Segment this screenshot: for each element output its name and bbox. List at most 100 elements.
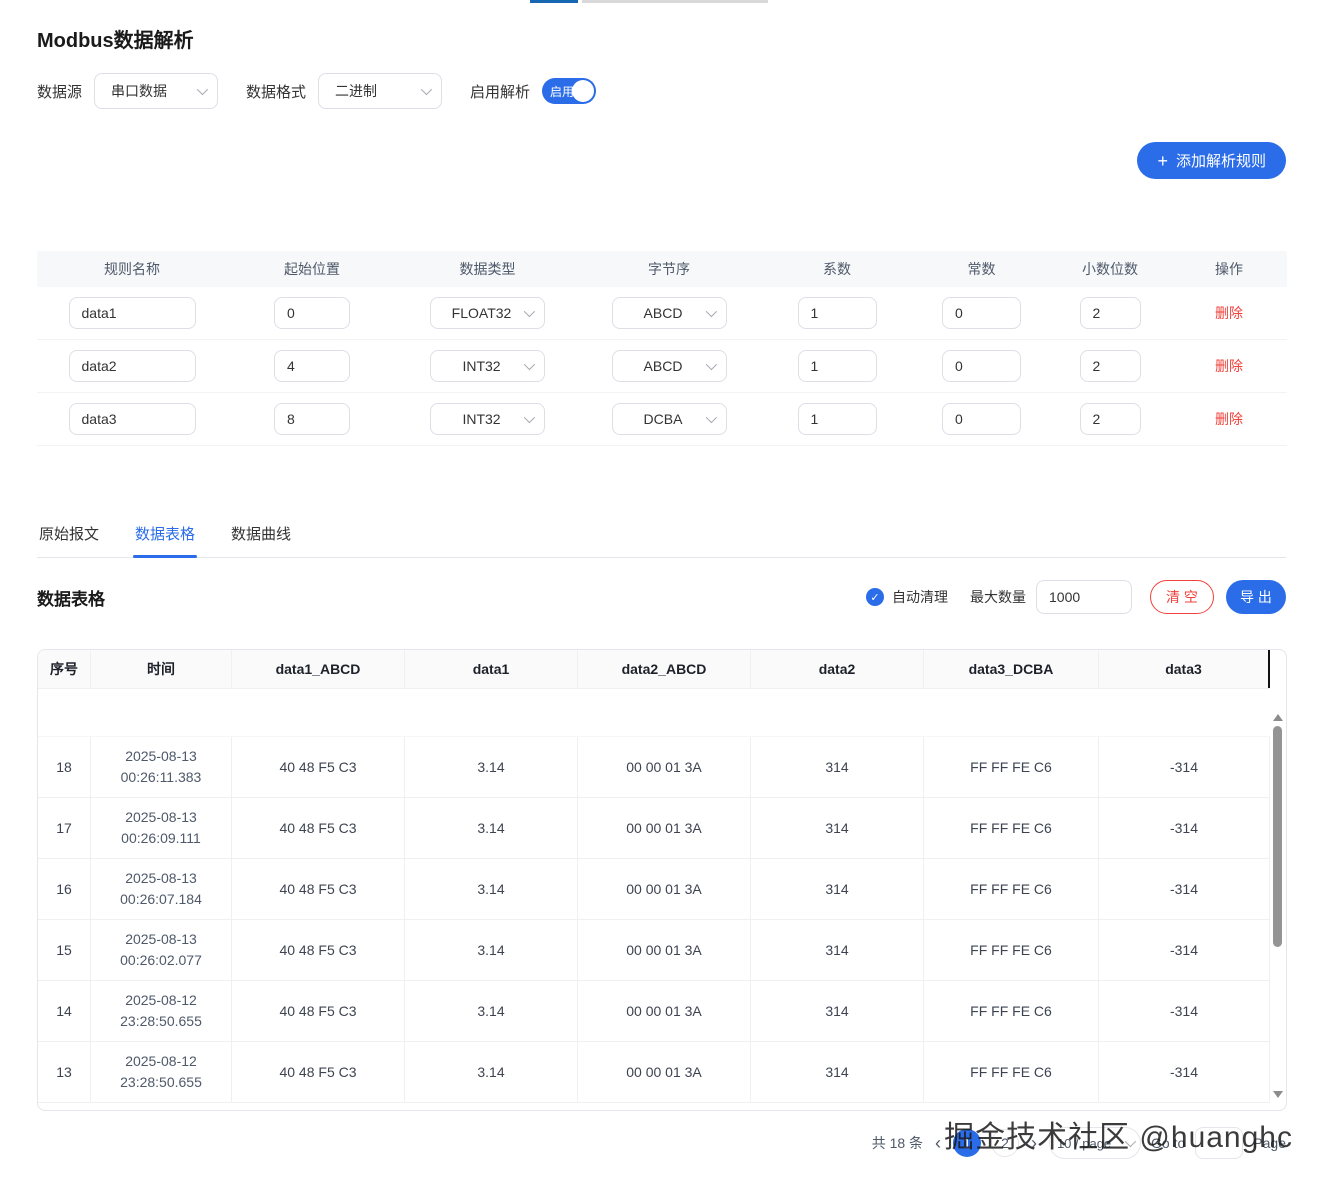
cell-data1: 3.14 (405, 981, 578, 1041)
cell-data2: 314 (751, 1042, 924, 1102)
cell-data2-hex: 00 00 01 3A (578, 798, 751, 858)
cell-data1-hex: 40 48 F5 C3 (232, 859, 405, 919)
tab-data-curve[interactable]: 数据曲线 (231, 526, 292, 543)
rule-name-input[interactable] (68, 350, 196, 382)
rule-const-input[interactable] (942, 350, 1021, 382)
rule-decimals-input[interactable] (1079, 350, 1141, 382)
pagination: 共 18 条 ‹ 1 2 › 10 / page Go to Page (37, 1127, 1286, 1159)
cell-time: 2025-08-12 23:28:50.655 (91, 981, 232, 1041)
cell-data2: 314 (751, 737, 924, 797)
rule-coef-input[interactable] (797, 403, 877, 435)
cell-index: 16 (38, 859, 91, 919)
rule-type-select[interactable]: FLOAT32 (430, 297, 545, 329)
rule-endian-value: ABCD (643, 305, 683, 321)
rule-start-input[interactable] (274, 297, 350, 329)
chevron-down-icon (523, 305, 536, 318)
scroll-down-icon[interactable] (1273, 1091, 1283, 1098)
rule-delete-link[interactable]: 删除 (1215, 305, 1243, 321)
cell-data3: -314 (1099, 981, 1270, 1041)
cell-data3: -314 (1099, 737, 1270, 797)
rule-start-input[interactable] (274, 350, 350, 382)
auto-clear-checkbox[interactable]: ✓ (866, 588, 884, 606)
rule-coef-input[interactable] (797, 297, 877, 329)
rule-name-input[interactable] (68, 297, 196, 329)
table-scrollbar[interactable] (1272, 650, 1284, 1110)
rule-decimals-input[interactable] (1079, 403, 1141, 435)
data-format-value: 二进制 (335, 83, 378, 99)
scroll-up-icon[interactable] (1273, 714, 1283, 721)
page-button-2[interactable]: 2 (991, 1129, 1020, 1157)
empty-table-row (38, 689, 1270, 737)
rule-delete-link[interactable]: 删除 (1215, 358, 1243, 374)
tab-raw-message[interactable]: 原始报文 (39, 526, 100, 543)
cell-data1: 3.14 (405, 1042, 578, 1102)
rules-col-endian: 字节序 (648, 261, 690, 277)
cell-data1: 3.14 (405, 859, 578, 919)
cell-data3: -314 (1099, 859, 1270, 919)
goto-page-input[interactable] (1195, 1127, 1244, 1159)
rules-col-start: 起始位置 (284, 261, 340, 277)
page-button-1[interactable]: 1 (953, 1129, 982, 1157)
cell-data1: 3.14 (405, 798, 578, 858)
rules-col-name: 规则名称 (104, 261, 160, 277)
scrollbar-thumb[interactable] (1273, 726, 1282, 947)
rule-type-select[interactable]: INT32 (430, 350, 545, 382)
data-table-header: 序号 时间 data1_ABCD data1 data2_ABCD data2 … (38, 650, 1270, 689)
data-format-label: 数据格式 (246, 83, 307, 101)
rule-name-input[interactable] (68, 403, 196, 435)
cell-time: 2025-08-13 00:26:07.184 (91, 859, 232, 919)
rules-col-type: 数据类型 (459, 261, 516, 277)
chevron-down-icon (196, 83, 209, 96)
prev-page-icon[interactable]: ‹ (935, 1133, 942, 1153)
cell-data3-hex: FF FF FE C6 (924, 981, 1099, 1041)
rules-table-body: FLOAT32 ABCD 删除 INT32 ABCD (37, 287, 1287, 446)
add-rule-button[interactable]: + 添加解析规则 (1137, 142, 1286, 179)
rule-delete-link[interactable]: 删除 (1215, 411, 1243, 427)
rule-type-select[interactable]: INT32 (430, 403, 545, 435)
rule-const-input[interactable] (942, 403, 1021, 435)
rule-endian-select[interactable]: DCBA (611, 403, 727, 435)
col-data1-hex: data1_ABCD (232, 650, 405, 688)
max-count-input[interactable] (1036, 580, 1132, 614)
max-count-label: 最大数量 (970, 589, 1026, 605)
top-tab-indicator (530, 0, 578, 3)
data-source-value: 串口数据 (111, 83, 168, 99)
rules-col-const: 常数 (967, 261, 996, 277)
next-page-icon[interactable]: › (1031, 1133, 1038, 1153)
table-row: 18 2025-08-13 00:26:11.383 40 48 F5 C3 3.… (38, 737, 1270, 798)
rule-type-value: INT32 (462, 358, 501, 374)
parse-config-form: 数据源 串口数据 数据格式 二进制 启用解析 启用 (37, 73, 1286, 109)
rule-decimals-input[interactable] (1079, 297, 1141, 329)
rule-const-input[interactable] (942, 297, 1021, 329)
data-source-label: 数据源 (37, 83, 83, 101)
cell-time: 2025-08-12 23:28:50.655 (91, 1042, 232, 1102)
table-row: 16 2025-08-13 00:26:07.184 40 48 F5 C3 3.… (38, 859, 1270, 920)
page-title: Modbus数据解析 (37, 30, 194, 52)
rule-coef-input[interactable] (797, 350, 877, 382)
cell-index: 15 (38, 920, 91, 980)
page-size-select[interactable]: 10 / page (1049, 1127, 1142, 1159)
rule-row: INT32 DCBA 删除 (37, 393, 1287, 446)
data-source-select[interactable]: 串口数据 (94, 73, 219, 109)
cell-time: 2025-08-13 00:26:11.383 (91, 737, 232, 797)
rule-row: FLOAT32 ABCD 删除 (37, 287, 1287, 340)
enable-parse-toggle[interactable]: 启用 (542, 78, 597, 104)
tab-data-table[interactable]: 数据表格 (133, 523, 198, 558)
cell-data1-hex: 40 48 F5 C3 (232, 1042, 405, 1102)
rule-endian-select[interactable]: ABCD (611, 350, 727, 382)
toggle-knob-icon (572, 80, 595, 102)
enable-parse-label: 启用解析 (470, 83, 531, 101)
cell-data2: 314 (751, 920, 924, 980)
clear-button[interactable]: 清 空 (1150, 580, 1214, 614)
col-index: 序号 (38, 650, 91, 688)
col-data2-hex: data2_ABCD (578, 650, 751, 688)
rule-start-input[interactable] (274, 403, 350, 435)
data-format-select[interactable]: 二进制 (318, 73, 443, 109)
export-button[interactable]: 导 出 (1226, 580, 1286, 614)
rule-endian-select[interactable]: ABCD (611, 297, 727, 329)
chevron-down-icon (420, 83, 433, 96)
chevron-down-icon (705, 411, 717, 424)
cell-data3-hex: FF FF FE C6 (924, 859, 1099, 919)
data-table-toolbar: 数据表格 ✓ 自动清理 最大数量 清 空 导 出 (37, 580, 1286, 614)
page-label: Page (1253, 1135, 1286, 1151)
